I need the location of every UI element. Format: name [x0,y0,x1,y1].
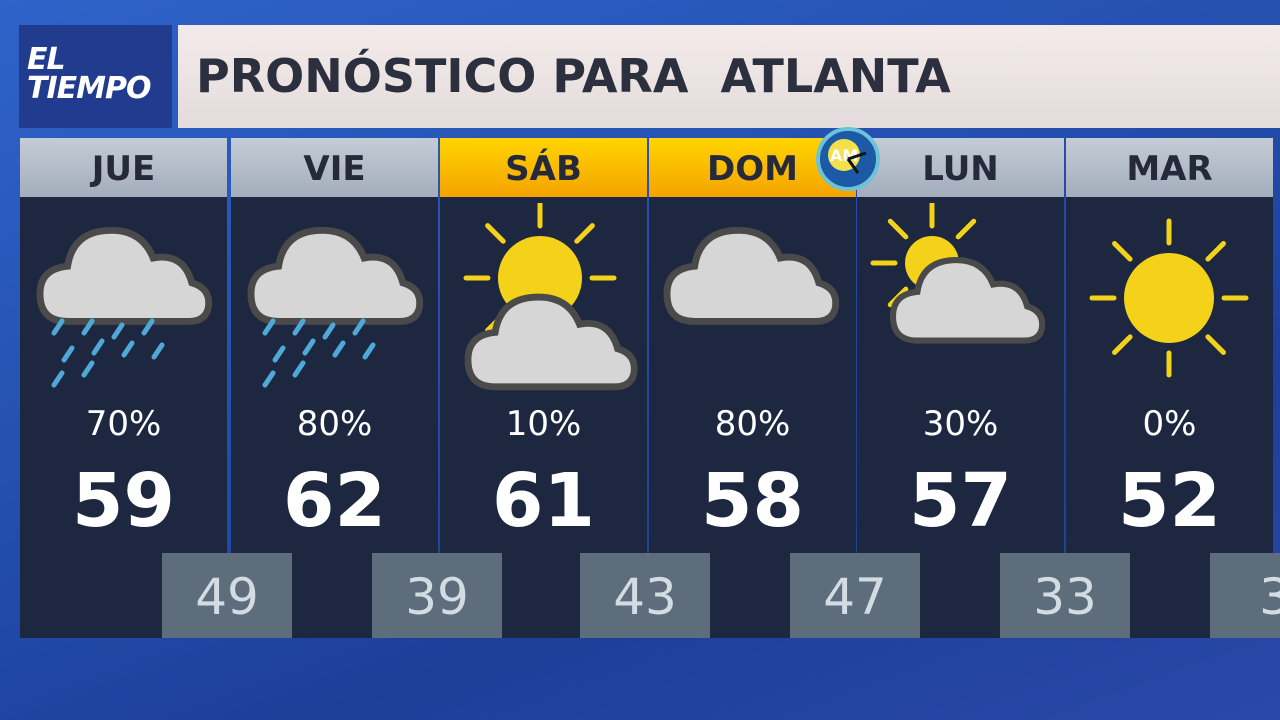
precip-chance: 0% [1142,404,1197,444]
low-temp: 47 [790,553,920,638]
sun-behind-cloud-small-icon [870,203,1046,344]
day-label: MAR [1066,138,1273,197]
station-bug-text: AM [830,146,858,165]
forecast-day-0: JUE 70% 59 [20,138,227,638]
low-temp: 39 [372,553,502,638]
high-temp: 57 [909,458,1012,544]
precip-chance: 70% [85,404,162,444]
station-clock-bug-icon: AM [816,127,880,191]
el-tiempo-logo: EL TIEMPO [19,25,172,128]
precip-chance: 10% [505,404,582,444]
logo-line2: TIEMPO [27,71,151,106]
day-label: JUE [20,138,227,197]
cloud-icon [663,226,840,325]
day-label: SÁB [440,138,647,197]
high-temp: 59 [72,458,175,544]
logo-line1: EL [27,42,66,77]
page-title: PRONÓSTICO PARA ATLANTA [178,25,1280,128]
high-temp: 58 [701,458,804,544]
day-label: VIE [231,138,438,197]
precip-chance: 80% [296,404,373,444]
low-temp: 33 [1000,553,1130,638]
cloud-rain-icon [247,226,424,388]
low-temp: 49 [162,553,292,638]
high-temp: 62 [283,458,386,544]
low-temp: 3 [1210,553,1280,638]
day-label: LUN [857,138,1064,197]
high-temp: 61 [492,458,595,544]
precip-chance: 30% [922,404,999,444]
high-temp: 52 [1118,458,1221,544]
sun-icon [1089,218,1249,378]
sun-behind-cloud-icon [463,203,638,391]
low-temp: 43 [580,553,710,638]
precip-chance: 80% [714,404,791,444]
forecast-day-5: MAR 0% 52 [1066,138,1273,638]
cloud-rain-icon [36,226,213,388]
